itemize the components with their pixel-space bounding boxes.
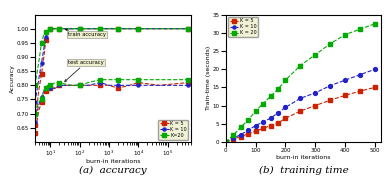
Text: test accuracy: test accuracy	[65, 60, 104, 82]
X-axis label: burn-in iterations: burn-in iterations	[276, 155, 331, 160]
Legend: K = 5, K = 10, K = 20: K = 5, K = 10, K = 20	[228, 17, 258, 37]
Y-axis label: Train-time (seconds): Train-time (seconds)	[206, 46, 211, 110]
Text: train accuracy: train accuracy	[65, 29, 106, 37]
Y-axis label: Accuracy: Accuracy	[10, 64, 15, 93]
Text: (a)  accuracy: (a) accuracy	[79, 166, 147, 175]
Legend: K = 5, K = 10, K=20: K = 5, K = 10, K=20	[158, 120, 188, 140]
X-axis label: burn-in iterations: burn-in iterations	[86, 159, 140, 164]
Text: (b)  training time: (b) training time	[259, 166, 348, 175]
